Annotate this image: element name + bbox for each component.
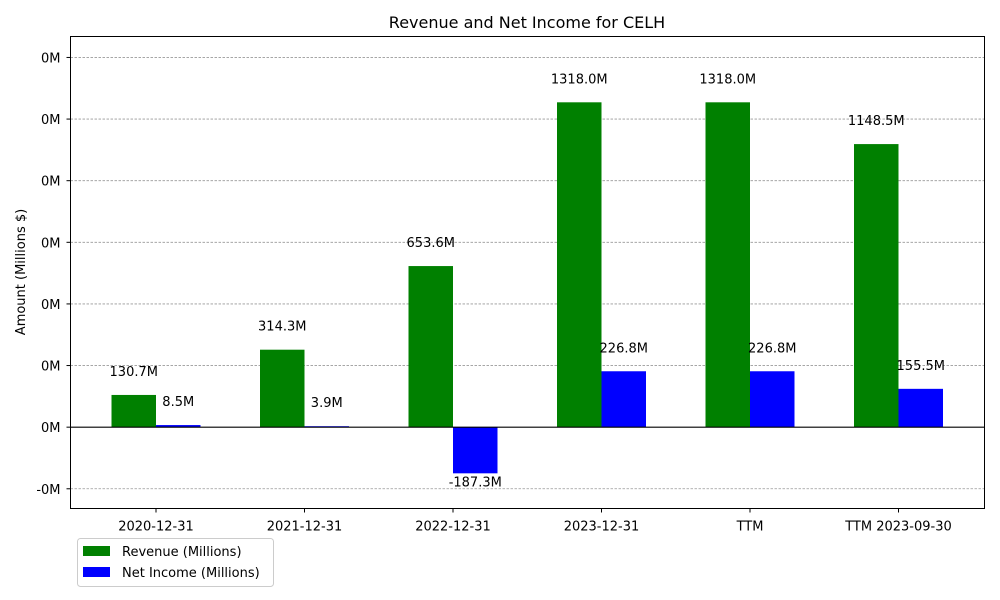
x-ticks: 2020-12-31 2021-12-31 2022-12-31 2023-12-31… (118, 508, 952, 535)
revenue-bar (854, 144, 899, 428)
revenue-bar (260, 349, 305, 428)
y-tick-label: 0M (41, 236, 61, 251)
y-tick-label: 0M (41, 421, 61, 436)
x-tick-label: 2020-12-31 (118, 520, 194, 535)
revenue-bar (408, 266, 453, 428)
grid-lines (70, 57, 985, 490)
net-income-data-label: 3.9M (311, 396, 343, 411)
bars (111, 102, 943, 474)
revenue-data-label: 130.7M (110, 365, 158, 380)
y-tick-label: 0M (41, 113, 61, 128)
net-income-data-label: 155.5M (897, 359, 945, 374)
revenue-bar (705, 102, 750, 428)
net-income-bar (156, 425, 201, 428)
y-tick-label: -0M (36, 483, 60, 498)
chart-title: Revenue and Net Income for CELH (389, 13, 665, 32)
x-tick-label: 2021-12-31 (267, 520, 343, 535)
legend-label: Net Income (Millions) (122, 566, 260, 581)
y-ticks: -0M 0M 0M 0M 0M 0M 0M 0M (36, 51, 71, 498)
y-axis-title: Amount (Millions $) (14, 209, 29, 335)
revenue-data-label: 1318.0M (551, 72, 608, 87)
net-income-data-label: 226.8M (600, 341, 648, 356)
x-tick-label: TTM 2023-09-30 (844, 520, 952, 535)
y-tick-label: 0M (41, 175, 61, 190)
net-income-bar (750, 371, 795, 428)
revenue-data-label: 1318.0M (699, 72, 756, 87)
net-income-data-label: 226.8M (748, 341, 796, 356)
x-tick-label: 2023-12-31 (564, 520, 640, 535)
revenue-bar (557, 102, 602, 428)
x-tick-label: TTM (736, 520, 764, 535)
x-tick-label: 2022-12-31 (415, 520, 491, 535)
net-income-bar (453, 427, 498, 474)
y-tick-label: 0M (41, 51, 61, 66)
y-tick-label: 0M (41, 298, 61, 313)
revenue-data-label: 314.3M (258, 320, 306, 335)
y-tick-label: 0M (41, 360, 61, 375)
revenue-data-label: 1148.5M (848, 114, 905, 129)
net-income-bar (898, 388, 943, 428)
legend-label: Revenue (Millions) (122, 545, 242, 560)
net-income-bar (601, 371, 646, 428)
revenue-bar (111, 394, 156, 428)
legend-box (77, 538, 274, 587)
plot-frame (70, 36, 985, 509)
legend: Revenue (Millions) Net Income (Millions) (77, 538, 274, 587)
legend-swatch (83, 567, 110, 577)
net-income-data-label: 8.5M (162, 395, 194, 410)
net-income-data-label: -187.3M (449, 475, 502, 490)
revenue-data-label: 653.6M (407, 236, 455, 251)
data-labels: 130.7M 314.3M 653.6M 1318.0M 1318.0M 1148.5M 8… (110, 72, 945, 490)
legend-swatch (83, 546, 110, 556)
